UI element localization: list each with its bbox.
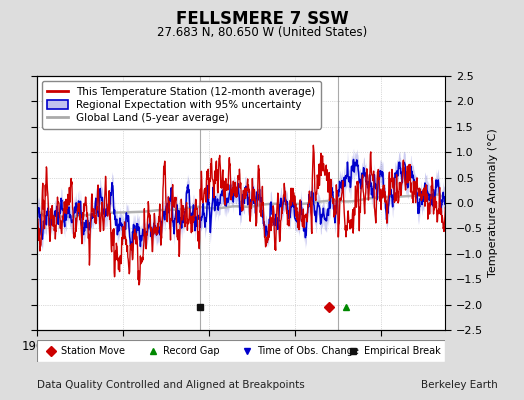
Legend: This Temperature Station (12-month average), Regional Expectation with 95% uncer: This Temperature Station (12-month avera… bbox=[42, 81, 321, 128]
Text: Station Move: Station Move bbox=[61, 346, 125, 356]
Text: FELLSMERE 7 SSW: FELLSMERE 7 SSW bbox=[176, 10, 348, 28]
Text: Data Quality Controlled and Aligned at Breakpoints: Data Quality Controlled and Aligned at B… bbox=[37, 380, 304, 390]
Y-axis label: Temperature Anomaly (°C): Temperature Anomaly (°C) bbox=[488, 129, 498, 277]
Text: 27.683 N, 80.650 W (United States): 27.683 N, 80.650 W (United States) bbox=[157, 26, 367, 39]
Text: Empirical Break: Empirical Break bbox=[364, 346, 440, 356]
Text: Time of Obs. Change: Time of Obs. Change bbox=[257, 346, 359, 356]
Text: Record Gap: Record Gap bbox=[163, 346, 220, 356]
Text: Berkeley Earth: Berkeley Earth bbox=[421, 380, 498, 390]
FancyBboxPatch shape bbox=[37, 340, 445, 362]
